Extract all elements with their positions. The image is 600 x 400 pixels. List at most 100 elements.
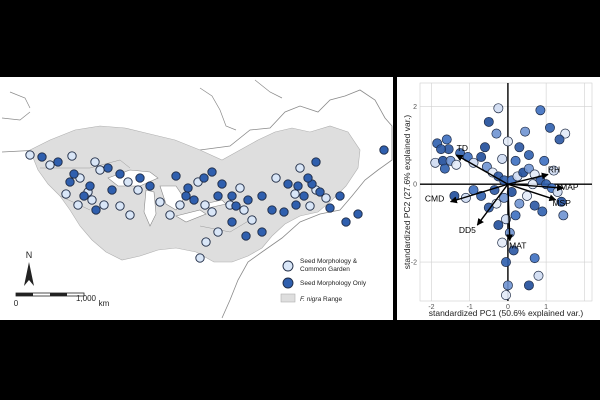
data-point: [493, 220, 504, 231]
site-marker-open: [95, 165, 105, 175]
data-point: [514, 142, 525, 153]
site-marker-open: [90, 157, 100, 167]
data-point: [451, 159, 462, 170]
site-marker-filled: [325, 203, 335, 213]
site-marker-open: [165, 210, 175, 220]
range-polygon: [29, 125, 361, 263]
legend-label-1a: Seed Morphology &: [300, 258, 358, 265]
site-marker-open: [290, 189, 300, 199]
loading-label: DD5: [459, 225, 476, 235]
scale-bar-seg-1: [16, 293, 33, 296]
y-tick-label: 0: [413, 182, 417, 189]
ticks: -2 -1 0 1 2 0 -2: [411, 104, 548, 311]
data-point: [510, 210, 521, 221]
legend-open-marker: [282, 260, 294, 272]
x-tick-label: 1: [544, 304, 548, 311]
data-point: [497, 153, 508, 164]
x-tick-label: 0: [506, 304, 510, 311]
site-marker-filled: [189, 195, 199, 205]
site-marker-open: [73, 200, 83, 210]
site-marker-open: [115, 201, 125, 211]
site-marker-filled: [171, 171, 181, 181]
site-marker-filled: [335, 191, 345, 201]
site-marker-open: [87, 195, 97, 205]
loading-arrow: [507, 183, 557, 202]
scale-unit-label: km: [99, 299, 110, 308]
site-marker-filled: [135, 173, 145, 183]
loading-arrow: [449, 183, 509, 204]
loading-label: CMD: [425, 194, 444, 204]
data-point: [502, 136, 513, 147]
site-marker-open: [195, 253, 205, 263]
site-marker-filled: [315, 187, 325, 197]
site-marker-filled: [115, 169, 125, 179]
data-point: [480, 142, 490, 153]
site-marker-filled: [85, 181, 95, 191]
site-marker-filled: [227, 191, 237, 201]
site-marker-open: [213, 227, 223, 237]
site-marker-filled: [341, 217, 351, 227]
site-marker-filled: [303, 173, 313, 183]
site-marker-open: [200, 200, 210, 210]
site-marker-filled: [181, 191, 191, 201]
site-marker-filled: [53, 157, 63, 167]
data-point: [436, 144, 446, 155]
site-marker-filled: [37, 152, 47, 162]
site-marker-filled: [227, 217, 237, 227]
data-point: [548, 165, 559, 176]
map-panel: N 0 1,000 km Seed Morphology & Common Ga…: [0, 77, 393, 320]
site-markers: [25, 145, 389, 263]
legend-filled-marker: [282, 277, 294, 289]
data-point: [493, 103, 504, 114]
site-marker-open: [61, 189, 71, 199]
loading-arrow: [476, 183, 509, 226]
site-marker-open: [295, 163, 305, 173]
data-point: [514, 198, 525, 209]
data-point: [556, 196, 567, 207]
scale-bar-seg-2: [50, 293, 67, 296]
site-marker-filled: [213, 191, 223, 201]
data-point: [537, 206, 548, 217]
data-point: [501, 290, 511, 301]
site-marker-open: [247, 215, 257, 225]
data-point: [554, 134, 565, 145]
loading-label: RH: [548, 164, 560, 174]
north-arrow-icon: [24, 262, 34, 286]
site-marker-open: [321, 193, 331, 203]
loading-arrow: [506, 184, 514, 242]
site-marker-filled: [243, 195, 253, 205]
north-arrow: N: [24, 250, 34, 286]
scale-end-label: 1,000: [76, 294, 97, 303]
legend-label-2: Seed Morphology Only: [300, 280, 367, 287]
legend-label-1b: Common Garden: [300, 266, 350, 273]
data-point: [529, 200, 540, 211]
loading-label: TD: [457, 143, 468, 153]
land-outline: [1, 89, 393, 319]
data-point: [501, 257, 511, 268]
legend-label-3: F. nigra Range: [300, 296, 343, 303]
site-marker-filled: [353, 209, 363, 219]
data-point: [533, 270, 544, 281]
data-point: [508, 245, 519, 256]
legend-label-3-suffix: Range: [321, 296, 342, 303]
site-marker-filled: [183, 183, 193, 193]
site-marker-filled: [291, 200, 301, 210]
x-tick-label: -2: [428, 304, 434, 311]
data-point: [535, 105, 546, 116]
data-point: [491, 128, 502, 139]
site-marker-filled: [257, 191, 267, 201]
site-marker-open: [175, 200, 185, 210]
data-point: [527, 179, 538, 190]
site-marker-filled: [207, 167, 217, 177]
site-marker-open: [45, 160, 55, 170]
data-point: [539, 155, 550, 166]
loading-label: MSP: [552, 198, 571, 208]
data-point: [497, 237, 508, 248]
loading-label: MAT: [509, 241, 526, 251]
coast-outline: [1, 79, 283, 131]
y-tick-label: 2: [413, 104, 417, 111]
site-marker-filled: [91, 205, 101, 215]
site-marker-filled: [231, 201, 241, 211]
data-point: [522, 190, 532, 201]
